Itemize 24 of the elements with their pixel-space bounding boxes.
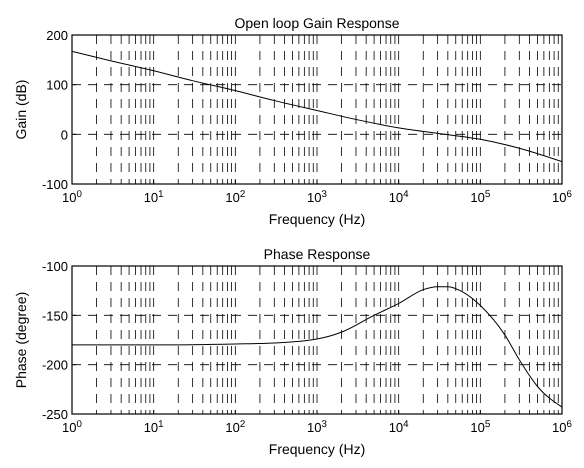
x-tick-label: 10$^{2}$ [225,418,246,435]
x-tick-label: 10$^{3}$ [307,418,327,435]
x-axis-title: Frequency (Hz) [268,441,366,457]
x-tick-label: 10$^{4}$ [388,188,410,205]
x-tick-label: 10$^{2}$ [225,188,246,205]
x-tick-label: 10$^{4}$ [388,418,410,435]
x-tick-label: 10$^{5}$ [470,418,491,435]
x-tick-label: 10$^{6}$ [552,418,572,435]
x-tick-label: 10$^{6}$ [552,188,572,205]
chart-title: Phase Response [264,246,371,262]
y-tick-label: 100 [46,78,68,93]
y-axis-title: Gain (dB) [13,80,29,140]
x-tick-label: 10$^{1}$ [144,418,164,435]
y-axis-title: Phase (degree) [13,292,29,388]
y-tick-label: 200 [46,28,68,43]
x-tick-label: 10$^{1}$ [144,188,164,205]
y-tick-label: -100 [42,259,68,274]
x-axis-title: Frequency (Hz) [268,211,366,227]
x-tick-label: 10$^{5}$ [470,188,491,205]
y-tick-label: -150 [42,308,68,324]
y-tick-label: 0 [60,127,68,142]
chart-title: Open loop Gain Response [234,15,400,31]
x-tick-label: 10$^{3}$ [307,188,327,205]
y-tick-label: -200 [42,358,68,373]
